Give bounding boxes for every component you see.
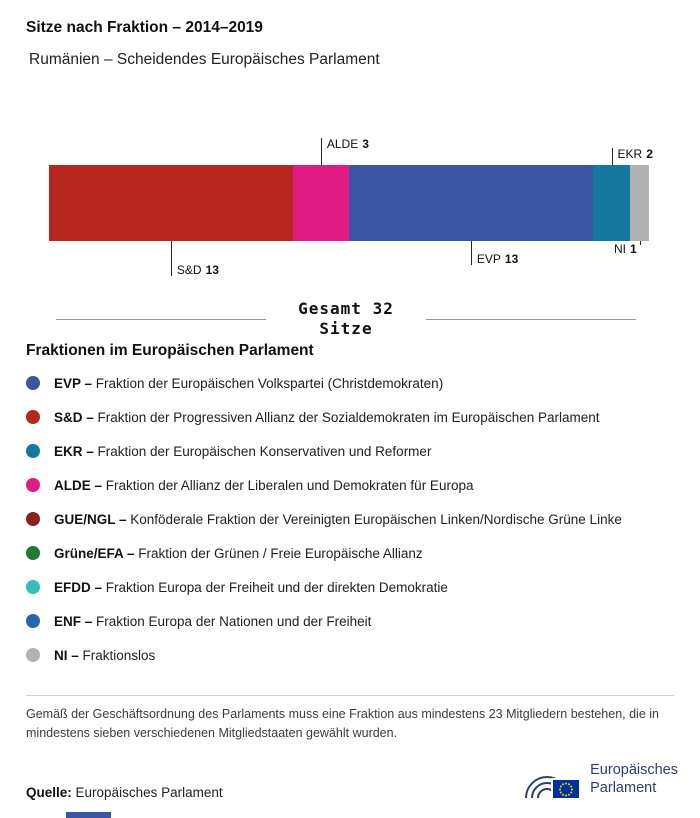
bar-segment-EKR <box>592 165 631 241</box>
eu-flag-icon <box>551 778 581 800</box>
legend-dot <box>26 410 40 424</box>
callout-line-EKR <box>611 148 613 165</box>
logo-text: Europäisches Parlament <box>590 761 678 797</box>
callout-label-S&D: S&D 13 <box>176 263 219 277</box>
callout-label-ALDE: ALDE 3 <box>326 137 369 151</box>
callout-line-ALDE <box>320 138 322 165</box>
callout-line-EVP <box>470 241 472 265</box>
legend-item-EKR: EKR – Fraktion der Europäischen Konserva… <box>26 434 676 468</box>
callout-line-NI <box>639 241 641 245</box>
legend-item-NI: NI – Fraktionslos <box>26 638 676 672</box>
bar-segment-NI <box>630 165 649 241</box>
legend-label: GUE/NGL – Konföderale Fraktion der Verei… <box>54 511 622 527</box>
divider <box>26 695 674 696</box>
legend-label: ALDE – Fraktion der Allianz der Liberale… <box>54 477 474 493</box>
legend-item-EVP: EVP – Fraktion der Europäischen Volkspar… <box>26 366 676 400</box>
total-rule-left <box>56 318 266 320</box>
legend-dot <box>26 478 40 492</box>
legend-dot <box>26 648 40 662</box>
legend-label: NI – Fraktionslos <box>54 647 156 663</box>
legend-dot <box>26 580 40 594</box>
source-line: Quelle: Europäisches Parlament <box>26 785 223 800</box>
cropped-next-section-fragment <box>66 812 111 818</box>
legend-item-Grüne/EFA: Grüne/EFA – Fraktion der Grünen / Freie … <box>26 536 676 570</box>
legend-label: Grüne/EFA – Fraktion der Grünen / Freie … <box>54 545 423 561</box>
footnote: Gemäß der Geschäftsordnung des Parlament… <box>26 707 659 740</box>
logo-line1: Europäisches <box>590 762 678 778</box>
source-text: Europäisches Parlament <box>75 785 223 800</box>
page-title: Sitze nach Fraktion – 2014–2019 <box>26 19 263 36</box>
legend-item-ALDE: ALDE – Fraktion der Allianz der Liberale… <box>26 468 676 502</box>
legend-label: S&D – Fraktion der Progressiven Allianz … <box>54 409 600 425</box>
total-seats-label: Gesamt 32 Sitze <box>266 299 426 339</box>
legend-list: EVP – Fraktion der Europäischen Volkspar… <box>26 366 676 672</box>
legend-dot <box>26 546 40 560</box>
legend-item-EFDD: EFDD – Fraktion Europa der Freiheit und … <box>26 570 676 604</box>
total-seats: Gesamt 32 Sitze <box>0 299 700 339</box>
bar-segment-EVP <box>349 165 593 241</box>
callout-label-EVP: EVP 13 <box>476 252 519 266</box>
legend-item-GUE/NGL: GUE/NGL – Konföderale Fraktion der Verei… <box>26 502 676 536</box>
logo-line2: Parlament <box>590 780 657 796</box>
callout-label-EKR: EKR 2 <box>617 147 653 161</box>
legend-label: EKR – Fraktion der Europäischen Konserva… <box>54 443 432 459</box>
source-label: Quelle: <box>26 785 72 800</box>
legend-dot <box>26 444 40 458</box>
legend-dot <box>26 512 40 526</box>
legend-dot <box>26 614 40 628</box>
page-subtitle: Rumänien – Scheidendes Europäisches Parl… <box>29 51 380 68</box>
bar-segment-S&D <box>49 165 293 241</box>
legend-heading: Fraktionen im Europäischen Parlament <box>26 342 314 359</box>
legend-dot <box>26 376 40 390</box>
stacked-seats-bar <box>49 165 649 241</box>
total-line1: Gesamt 32 <box>298 299 394 318</box>
legend-label: EFDD – Fraktion Europa der Freiheit und … <box>54 579 448 595</box>
total-rule-right <box>426 318 636 320</box>
parliament-hemicycle-icon <box>525 776 581 800</box>
legend-label: EVP – Fraktion der Europäischen Volkspar… <box>54 375 444 391</box>
callout-line-S&D <box>170 241 172 276</box>
callout-label-NI: NI 1 <box>613 242 637 256</box>
legend-item-ENF: ENF – Fraktion Europa der Nationen und d… <box>26 604 676 638</box>
legend-label: ENF – Fraktion Europa der Nationen und d… <box>54 613 372 629</box>
european-parliament-logo: Europäisches Parlament <box>514 758 678 800</box>
legend-item-S&D: S&D – Fraktion der Progressiven Allianz … <box>26 400 676 434</box>
bar-segment-ALDE <box>292 165 349 241</box>
total-line2: Sitze <box>319 319 373 338</box>
